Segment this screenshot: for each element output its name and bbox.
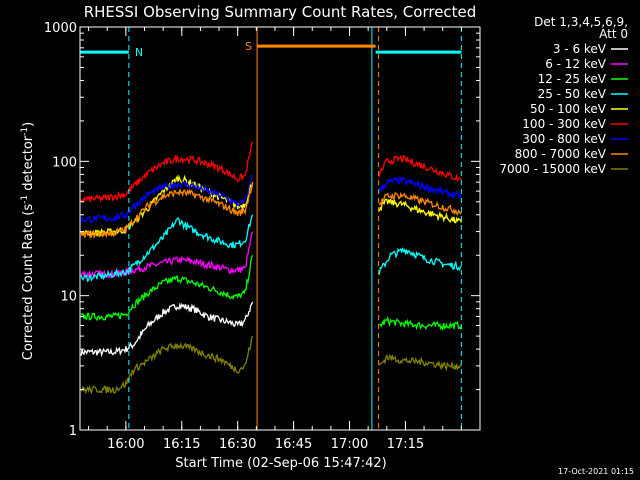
y-tick-label: 100 [52,155,77,170]
x-tick-label: 16:45 [275,437,312,452]
series-line-5-segment-1 [378,154,462,182]
series-line-5-segment-0 [80,141,254,204]
legend-header-line-2: Att 0 [599,27,628,41]
footer-timestamp: 17-Oct-2021 01:15 [558,467,634,476]
y-tick-label: 10 [60,290,77,305]
legend-entry-label: 25 - 50 keV [538,87,607,101]
series-line-4-segment-0 [80,174,254,238]
series-line-2-segment-0 [80,254,254,322]
series-line-7-segment-1 [378,191,462,216]
y-tick-label: 1000 [44,21,77,36]
legend-header-line-1: Det 1,3,4,5,6,9, [534,15,628,29]
series-line-8-segment-1 [378,353,462,372]
legend-entry-label: 100 - 300 keV [522,117,606,131]
series-line-2-segment-1 [378,315,463,332]
x-tick-label: 16:00 [107,437,144,452]
plot-frame [79,26,481,431]
axes: 1 10 100 1000 16:00 16:15 16:30 16:45 17:00 17:15 [44,21,481,452]
series-line-7-segment-0 [80,182,254,239]
series-line-8-segment-0 [80,335,254,395]
series-line-0-segment-0 [80,301,254,358]
y-axis-label: Corrected Count Rate (s-1 detector-1) [20,122,36,360]
legend-entry-label: 300 - 800 keV [522,132,606,146]
series-line-1-segment-0 [80,231,254,280]
series-line-6-segment-0 [80,174,254,224]
legend-entry-label: 6 - 12 keV [545,57,607,71]
x-axis-label: Start Time (02-Sep-06 15:47:42) [175,456,386,471]
series-line-4-segment-1 [378,198,463,224]
mode-marker-label-1: S [245,40,252,53]
chart-title: RHESSI Observing Summary Count Rates, Co… [84,3,477,21]
x-tick-label: 16:15 [163,437,200,452]
legend-entry-label: 50 - 100 keV [530,102,607,116]
x-tick-label: 17:15 [387,437,424,452]
legend-entry-label: 3 - 6 keV [553,42,607,56]
legend-entry-label: 7000 - 15000 keV [499,162,606,176]
legend-entry-label: 12 - 25 keV [538,72,607,86]
x-tick-label: 16:30 [219,437,256,452]
mode-marker-label-0: N [135,46,143,59]
legend-entry-label: 800 - 7000 keV [515,147,607,161]
y-tick-label: 1 [69,424,77,439]
x-tick-label: 17:00 [331,437,368,452]
series-line-3-segment-1 [378,246,462,275]
series-line-6-segment-1 [378,175,462,200]
series-line-3-segment-0 [80,214,254,283]
